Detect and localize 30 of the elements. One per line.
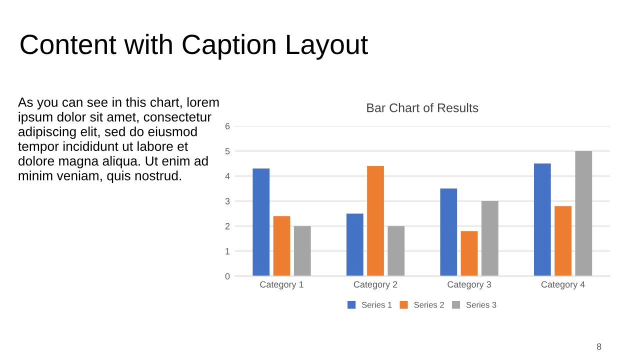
y-tick-label: 6 xyxy=(225,122,230,130)
y-tick-label: 4 xyxy=(225,173,230,180)
bar xyxy=(273,216,290,276)
bar xyxy=(440,188,458,276)
text: 8 xyxy=(596,343,602,350)
legend-label: Series 3 xyxy=(466,302,496,308)
y-tick-label: 3 xyxy=(225,198,230,204)
y-tick-label: 2 xyxy=(225,223,230,230)
bar xyxy=(252,168,270,276)
y-tick-label: 5 xyxy=(225,148,230,154)
x-tick-label: Category 2 xyxy=(354,281,398,290)
x-tick-label: Category 3 xyxy=(448,281,491,290)
bar xyxy=(554,206,572,276)
x-tick-label: Category 1 xyxy=(260,281,304,290)
legend-label: Series 2 xyxy=(414,302,444,308)
text: Content with Caption Layout xyxy=(20,34,368,60)
legend-label: Series 1 xyxy=(362,302,392,308)
bar xyxy=(346,214,364,276)
bar xyxy=(294,226,311,276)
chart-title: Bar Chart of Results xyxy=(367,103,478,112)
y-tick-label: 0 xyxy=(225,273,230,280)
text: As you can see in this chart, lorem ipsum dolor sit amet, consectetur adipiscing elit, sed do eiusmod tempor incididunt ut labore et dolore magna aliqua. Ut enim ad minim veniam, quis nostrud. xyxy=(18,97,219,183)
bar xyxy=(388,226,405,276)
y-tick-label: 1 xyxy=(226,248,230,254)
bar xyxy=(481,201,498,276)
bar xyxy=(575,151,592,276)
x-tick-label: Category 4 xyxy=(541,281,585,290)
bar xyxy=(460,231,478,276)
bar xyxy=(367,166,384,276)
bar xyxy=(534,164,551,276)
